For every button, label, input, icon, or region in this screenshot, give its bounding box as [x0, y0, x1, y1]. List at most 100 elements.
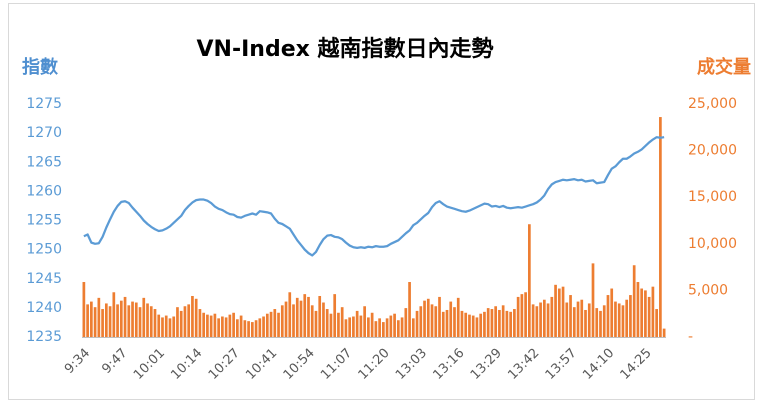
bar — [393, 313, 396, 337]
bar — [374, 321, 378, 337]
x-tick-label: 13:16 — [430, 346, 467, 383]
bar — [580, 299, 584, 337]
bar — [453, 307, 456, 337]
y2-tick-label: 10,000 — [688, 236, 737, 252]
y-axis-label: 指數 — [22, 56, 58, 78]
bar — [82, 282, 86, 337]
bar — [337, 312, 340, 337]
bar — [471, 315, 475, 337]
bar — [599, 310, 602, 337]
x-tick-label: 11:07 — [318, 346, 355, 383]
bar — [348, 317, 352, 337]
bar — [123, 296, 127, 337]
y-tick-label: 1255 — [26, 213, 62, 229]
bar — [131, 301, 134, 337]
y2-tick-label: 5,000 — [688, 282, 728, 298]
chart-frame — [8, 3, 755, 400]
bar — [513, 309, 516, 337]
bar — [277, 312, 280, 337]
bar — [101, 309, 104, 337]
bar — [228, 314, 232, 337]
bar — [269, 311, 273, 337]
bar — [157, 314, 161, 337]
bar — [595, 308, 599, 337]
bar — [479, 313, 483, 337]
bar — [396, 320, 400, 337]
bar — [494, 306, 498, 337]
y-tick-label: 1270 — [26, 125, 62, 141]
bar — [254, 320, 258, 337]
bar — [258, 318, 262, 337]
bar — [288, 292, 292, 337]
y2-tick-label: - — [688, 329, 693, 345]
bar — [426, 298, 430, 337]
bar — [112, 292, 116, 337]
bar — [659, 117, 662, 337]
bar — [352, 316, 355, 337]
bar — [550, 296, 554, 337]
bar — [119, 300, 123, 337]
bar — [584, 309, 587, 337]
bar — [464, 312, 468, 337]
bar — [250, 322, 254, 337]
bar — [636, 282, 640, 337]
bar — [554, 284, 557, 337]
bar — [303, 294, 307, 337]
y-tick-label: 1250 — [26, 242, 62, 258]
bar — [546, 303, 550, 337]
bar — [625, 299, 629, 337]
bar — [591, 263, 595, 337]
bar — [520, 294, 524, 337]
x-tick-label: 10:27 — [206, 346, 243, 383]
x-tick-label: 9:47 — [99, 346, 130, 377]
bar — [284, 301, 288, 337]
bar — [299, 300, 303, 337]
bar — [202, 312, 206, 337]
bar — [168, 318, 172, 337]
bar — [501, 305, 505, 337]
y2-axis-label: 成交量 — [697, 56, 751, 78]
bar — [325, 309, 329, 337]
bar — [400, 317, 404, 337]
bar — [329, 313, 333, 337]
bar — [434, 306, 438, 337]
bar — [236, 319, 239, 337]
bar — [224, 317, 228, 337]
bar — [198, 309, 202, 337]
bar — [273, 309, 277, 337]
bar — [647, 296, 651, 337]
x-tick-label: 10:54 — [281, 346, 318, 383]
bar — [243, 320, 247, 337]
bar — [614, 301, 617, 337]
bar — [116, 304, 119, 337]
bar — [644, 290, 647, 337]
bar — [505, 310, 509, 337]
bar — [292, 304, 295, 337]
bar — [142, 297, 146, 337]
bar — [430, 304, 434, 337]
x-tick-label: 9:34 — [62, 346, 93, 377]
bar — [617, 303, 621, 337]
bar — [213, 313, 217, 337]
bar — [340, 307, 344, 337]
x-tick-label: 13:57 — [543, 346, 580, 383]
bar — [632, 265, 636, 337]
bar — [411, 318, 415, 337]
bar — [138, 307, 142, 337]
bar — [445, 309, 449, 337]
bar — [606, 295, 610, 337]
bar — [86, 304, 89, 337]
bar — [662, 328, 666, 337]
bar — [310, 305, 314, 337]
bar — [441, 311, 445, 337]
bar — [483, 311, 486, 337]
bar — [307, 296, 310, 337]
bar — [587, 303, 591, 337]
bar — [629, 295, 632, 337]
bar — [344, 319, 348, 337]
y-tick-label: 1265 — [26, 154, 62, 170]
bar — [468, 314, 471, 337]
bar — [295, 297, 299, 337]
bar — [475, 317, 479, 337]
y-tick-label: 1240 — [26, 300, 62, 316]
